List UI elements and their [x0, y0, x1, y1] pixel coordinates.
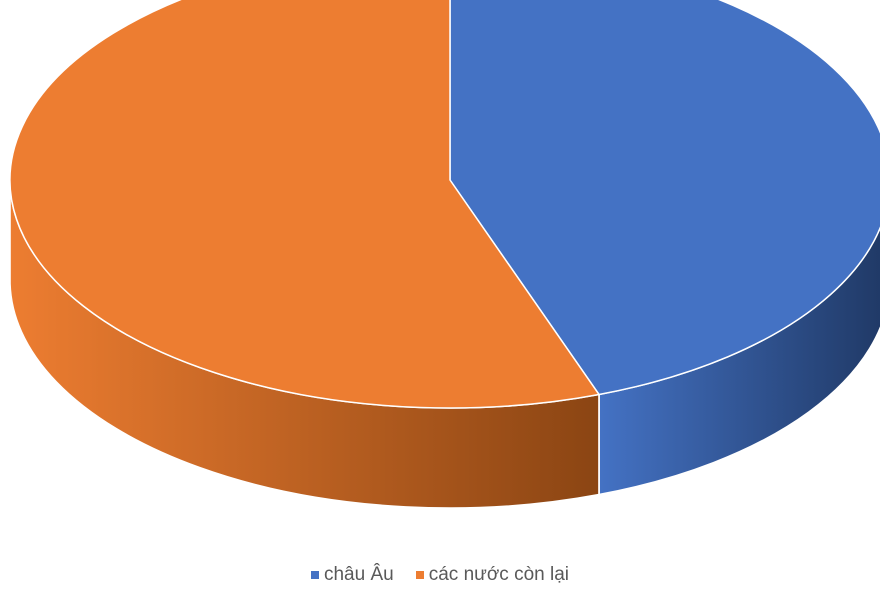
legend-label-cac-nuoc-con-lai: các nước còn lại — [428, 564, 570, 585]
legend-item-cac-nuoc-con-lai: các nước còn lại — [415, 564, 570, 586]
legend-swatch-cac-nuoc-con-lai — [415, 571, 424, 579]
pie-slice-0 — [449, 0, 880, 396]
chart-legend: châu Âu các nước còn lại — [0, 560, 880, 590]
pie-chart-plot — [9, 0, 880, 509]
legend-swatch-chau-au — [310, 571, 319, 579]
pie-slice-1 — [9, 0, 600, 409]
legend-label-chau-au: châu Âu — [323, 564, 394, 585]
legend-item-chau-au: châu Âu — [310, 564, 394, 586]
